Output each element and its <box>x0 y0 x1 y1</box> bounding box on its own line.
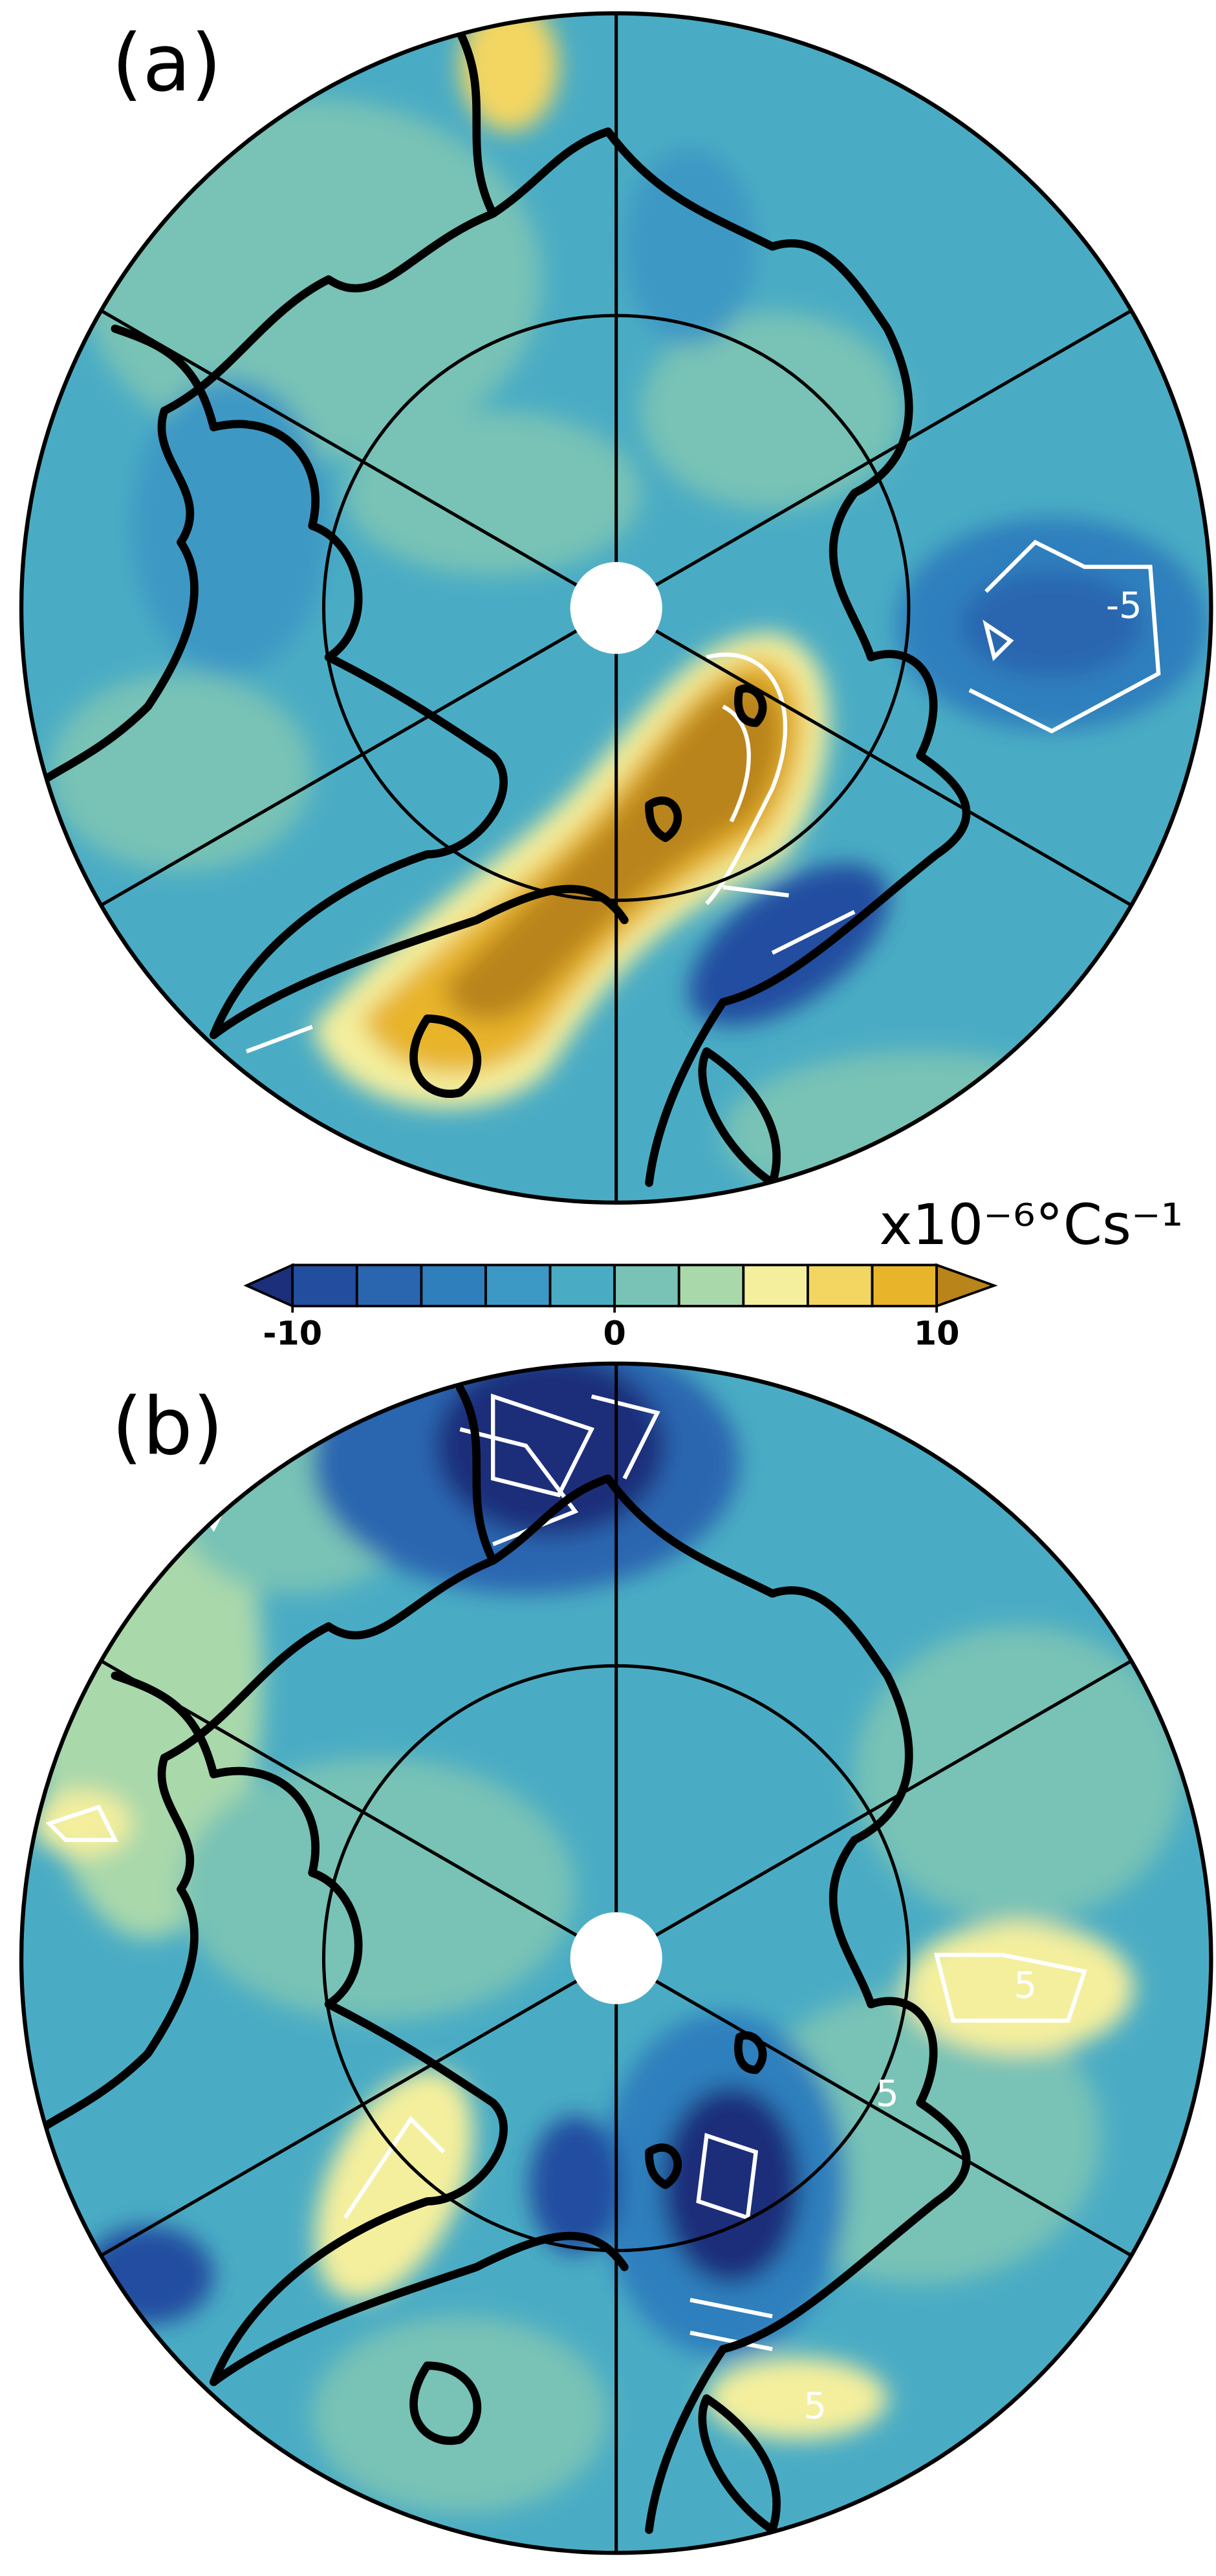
colorbar-box <box>871 1263 939 1307</box>
panel-label: (a) <box>112 17 222 109</box>
colorbar-box <box>613 1263 680 1307</box>
colorbar-box <box>677 1263 745 1307</box>
colorbar-box <box>291 1263 358 1307</box>
colorbar-box <box>807 1263 874 1307</box>
colorbar-extension <box>243 1263 294 1308</box>
contour-label: 5 <box>1014 1964 1037 2006</box>
colorbar-tick-label: -10 <box>263 1315 322 1353</box>
colorbar-box <box>355 1263 423 1307</box>
contour-label: 5 <box>876 2073 899 2115</box>
panel-label: (b) <box>112 1381 224 1473</box>
colorbar-extension <box>935 1263 998 1308</box>
colorbar-box <box>484 1263 552 1307</box>
contour-label: -5 <box>1106 585 1142 627</box>
colorbar-tick-label: 0 <box>603 1315 625 1353</box>
colorbar-box <box>420 1263 487 1307</box>
map-panel-b: (b) 5 5 5 <box>19 1361 1213 2555</box>
colorbar-box <box>548 1263 616 1307</box>
colorbar-unit: x10⁻⁶°Cs⁻¹ <box>879 1193 1183 1258</box>
map-panel-a: (a) -5 <box>19 11 1213 1205</box>
colorbar: x10⁻⁶°Cs⁻¹ -10 0 10 <box>243 1193 1183 1353</box>
colorbar-tick-label: 10 <box>914 1315 960 1353</box>
contour-label: 5 <box>803 2385 827 2427</box>
colorbar-box <box>742 1263 809 1307</box>
